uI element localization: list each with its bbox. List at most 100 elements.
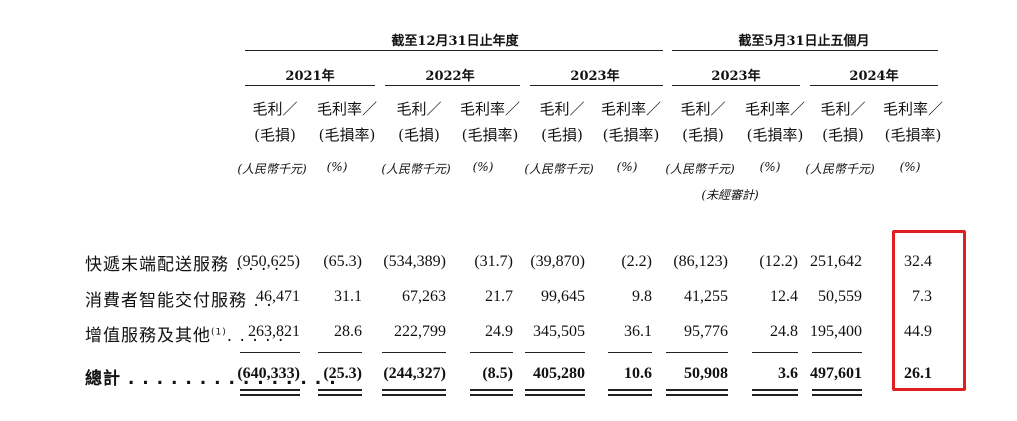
row-label-total: 總計 . . . . . . . . . . . . . . . — [85, 369, 337, 389]
cell-r0-c6: (86,123) — [673, 253, 728, 270]
subheader-gp-3-line2: (毛損) — [541, 126, 583, 144]
double-rule-c7-bottom — [752, 394, 798, 396]
double-rule-c7-top — [752, 389, 798, 391]
double-rule-c0-top — [240, 389, 300, 391]
row-label-consumer-smart-delivery: 消費者智能交付服務 . . — [85, 291, 273, 311]
subheader-margin-3-line1: 毛利率／ — [600, 100, 661, 118]
cell-r1-c3: 21.7 — [485, 288, 513, 305]
subheader-gp-5-line1: 毛利／ — [820, 100, 866, 118]
year-header-2023-five-months: 2023年 — [711, 69, 761, 84]
period-five-months-header: 截至5月31日止五個月 — [738, 34, 870, 49]
cell-r0-c1: (65.3) — [323, 253, 362, 270]
period-five-months-rule — [672, 50, 938, 51]
year-header-2023: 2023年 — [570, 69, 620, 84]
year-rule-2024-five-months — [810, 85, 938, 86]
subheader-unit-rmb-5: (人民幣千元) — [805, 162, 875, 176]
double-rule-c6-bottom — [666, 394, 728, 396]
subheader-unit-rmb-2: (人民幣千元) — [381, 162, 451, 176]
cell-total-c6: 50,908 — [684, 365, 728, 382]
cell-r0-c5: (2.2) — [621, 253, 652, 270]
highlight-box — [892, 230, 966, 391]
subheader-gp-5-line2: (毛損) — [822, 126, 864, 144]
rule-above-total-c7 — [752, 352, 798, 353]
cell-r1-c8: 50,559 — [818, 288, 862, 305]
subheader-unit-pct-4: (%) — [759, 160, 781, 174]
subheader-margin-1-line2: (毛損率) — [318, 126, 376, 144]
rule-above-total-c2 — [382, 352, 446, 353]
subheader-unit-pct-3: (%) — [616, 160, 638, 174]
cell-r2-c4: 345,505 — [533, 323, 585, 340]
cell-r1-c7: 12.4 — [770, 288, 798, 305]
cell-total-c8: 497,601 — [810, 365, 862, 382]
subheader-unit-pct-5: (%) — [899, 160, 921, 174]
cell-total-c1: (25.3) — [323, 365, 362, 382]
subheader-unit-pct-1: (%) — [326, 160, 348, 174]
cell-r0-c8: 251,642 — [810, 253, 862, 270]
subheader-gp-4-line1: 毛利／ — [680, 100, 726, 118]
subheader-margin-4-line2: (毛損率) — [746, 126, 804, 144]
double-rule-c3-top — [470, 389, 513, 391]
cell-r0-c9: 32.4 — [904, 253, 932, 270]
cell-r2-c8: 195,400 — [810, 323, 862, 340]
subheader-unit-rmb-3: (人民幣千元) — [524, 162, 594, 176]
cell-r0-c2: (534,389) — [383, 253, 446, 270]
double-rule-c3-bottom — [470, 394, 513, 396]
subheader-unit-rmb-4: (人民幣千元) — [665, 162, 735, 176]
cell-r2-c1: 28.6 — [334, 323, 362, 340]
subheader-unit-rmb-1: (人民幣千元) — [237, 162, 307, 176]
subheader-gp-1-line2: (毛損) — [254, 126, 296, 144]
cell-r1-c5: 9.8 — [632, 288, 652, 305]
rule-above-total-c0 — [240, 352, 300, 353]
cell-r0-c0: (950,625) — [237, 253, 300, 270]
cell-r0-c7: (12.2) — [759, 253, 798, 270]
cell-r1-c2: 67,263 — [402, 288, 446, 305]
cell-r2-c6: 95,776 — [684, 323, 728, 340]
rule-above-total-c8 — [812, 352, 862, 353]
rule-above-total-c1 — [318, 352, 362, 353]
cell-total-c0: (640,333) — [237, 365, 300, 382]
double-rule-c2-bottom — [382, 394, 446, 396]
subheader-margin-3-line2: (毛損率) — [602, 126, 660, 144]
double-rule-c5-top — [608, 389, 652, 391]
subheader-margin-2-line1: 毛利率／ — [459, 100, 520, 118]
double-rule-c5-bottom — [608, 394, 652, 396]
double-rule-c1-bottom — [318, 394, 362, 396]
cell-total-c9: 26.1 — [904, 365, 932, 382]
cell-r0-c3: (31.7) — [474, 253, 513, 270]
year-rule-2022 — [385, 85, 520, 86]
year-rule-2023-five-months — [672, 85, 800, 86]
cell-total-c5: 10.6 — [624, 365, 652, 382]
subheader-gp-1-line1: 毛利／ — [252, 100, 298, 118]
cell-total-c7: 3.6 — [778, 365, 798, 382]
year-header-2021: 2021年 — [285, 69, 335, 84]
subheader-gp-3-line1: 毛利／ — [539, 100, 585, 118]
cell-r2-c9: 44.9 — [904, 323, 932, 340]
cell-total-c3: (8.5) — [482, 365, 513, 382]
double-rule-c8-top — [812, 389, 862, 391]
subheader-margin-4-line1: 毛利率／ — [744, 100, 805, 118]
cell-r1-c6: 41,255 — [684, 288, 728, 305]
cell-total-c4: 405,280 — [533, 365, 585, 382]
double-rule-c2-top — [382, 389, 446, 391]
double-rule-c0-bottom — [240, 394, 300, 396]
cell-r1-c9: 7.3 — [912, 288, 932, 305]
cell-r2-c5: 36.1 — [624, 323, 652, 340]
cell-r2-c7: 24.8 — [770, 323, 798, 340]
row-label-value-added: 增值服務及其他(1). . . . . — [85, 321, 284, 346]
rule-above-total-c5 — [608, 352, 652, 353]
row-label-value-added-dots: . . . . . — [226, 326, 285, 346]
cell-r2-c0: 263,821 — [248, 323, 300, 340]
year-header-2024-five-months: 2024年 — [849, 69, 899, 84]
rule-above-total-c6 — [666, 352, 728, 353]
cell-r1-c1: 31.1 — [334, 288, 362, 305]
cell-total-c2: (244,327) — [383, 365, 446, 382]
subheader-margin-2-line2: (毛損率) — [461, 126, 519, 144]
subheader-margin-1-line1: 毛利率／ — [316, 100, 377, 118]
year-rule-2021 — [245, 85, 375, 86]
rule-above-total-c4 — [525, 352, 585, 353]
subheader-gp-2-line1: 毛利／ — [396, 100, 442, 118]
cell-r2-c3: 24.9 — [485, 323, 513, 340]
double-rule-c6-top — [666, 389, 728, 391]
cell-r1-c0: 46,471 — [256, 288, 300, 305]
subheader-gp-2-line2: (毛損) — [398, 126, 440, 144]
